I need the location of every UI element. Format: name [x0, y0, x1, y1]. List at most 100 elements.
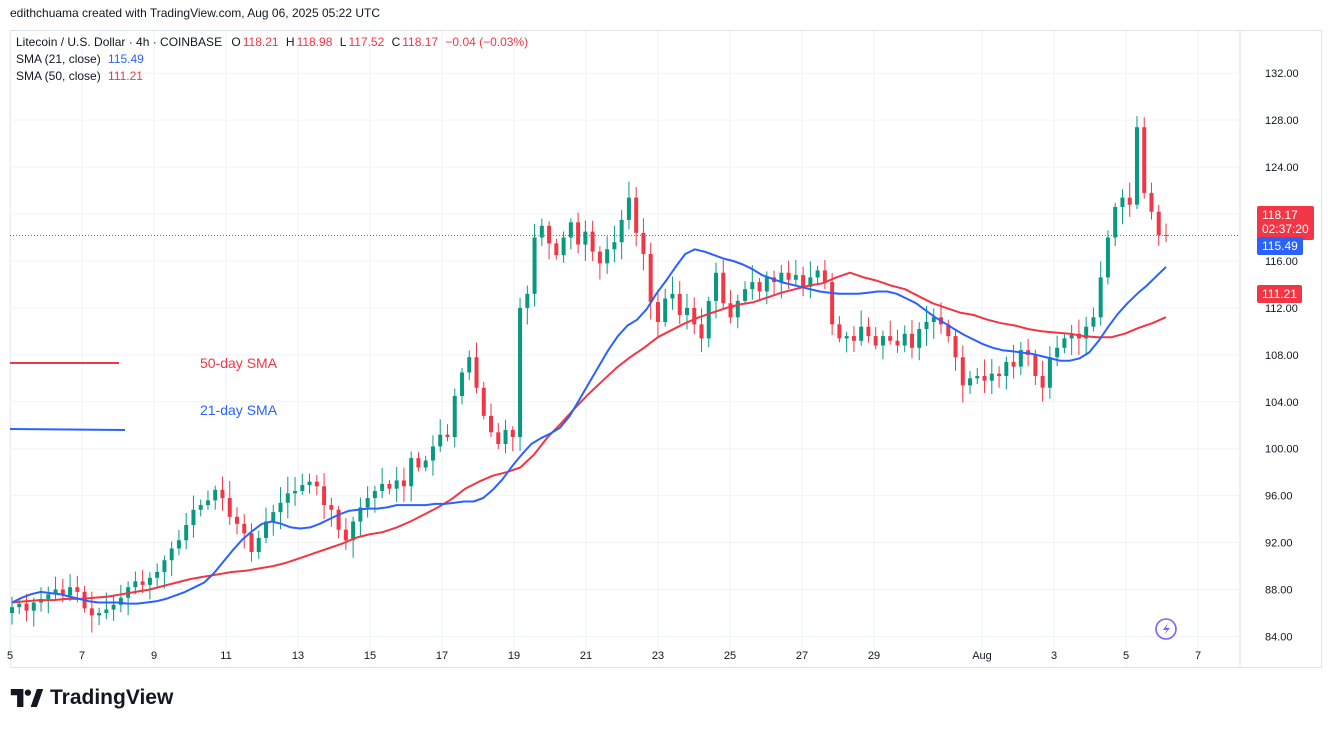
candle[interactable]: [249, 523, 254, 562]
candle[interactable]: [1105, 230, 1110, 285]
candle[interactable]: [10, 596, 14, 625]
candle[interactable]: [155, 563, 160, 587]
candle[interactable]: [590, 220, 595, 262]
candle[interactable]: [264, 507, 269, 544]
candle[interactable]: [931, 308, 936, 339]
candle[interactable]: [873, 327, 878, 350]
candle[interactable]: [975, 367, 980, 385]
candle[interactable]: [772, 270, 777, 297]
candle[interactable]: [801, 266, 806, 297]
candle[interactable]: [663, 288, 668, 327]
candle[interactable]: [380, 467, 385, 499]
candle[interactable]: [438, 419, 443, 452]
candle[interactable]: [198, 499, 203, 517]
candle[interactable]: [293, 476, 298, 506]
candle[interactable]: [626, 181, 631, 230]
candle[interactable]: [989, 358, 994, 395]
candle[interactable]: [1069, 324, 1074, 355]
candle[interactable]: [1040, 360, 1045, 402]
candle[interactable]: [452, 388, 457, 448]
candle[interactable]: [880, 330, 885, 360]
candle[interactable]: [1164, 223, 1168, 243]
candle[interactable]: [597, 246, 602, 280]
candle[interactable]: [917, 322, 922, 361]
candle[interactable]: [176, 530, 181, 556]
candle[interactable]: [503, 419, 508, 454]
candle[interactable]: [518, 298, 523, 451]
candle[interactable]: [568, 218, 573, 250]
candle[interactable]: [902, 325, 907, 353]
candle[interactable]: [242, 514, 247, 549]
candle[interactable]: [31, 597, 36, 627]
candle[interactable]: [619, 209, 624, 260]
candle[interactable]: [1011, 344, 1016, 379]
candle[interactable]: [815, 265, 820, 284]
candle[interactable]: [909, 319, 914, 359]
candle[interactable]: [859, 310, 864, 346]
candle[interactable]: [1156, 204, 1161, 246]
sma50-line[interactable]: [11, 271, 1167, 604]
candle[interactable]: [1091, 307, 1096, 332]
candle[interactable]: [307, 473, 312, 494]
candle[interactable]: [496, 423, 501, 450]
candle[interactable]: [808, 261, 813, 299]
candle[interactable]: [706, 296, 711, 348]
candle[interactable]: [365, 486, 370, 518]
candle[interactable]: [300, 473, 305, 495]
candle[interactable]: [1018, 341, 1023, 375]
candle[interactable]: [547, 221, 552, 260]
sma21-line[interactable]: [11, 248, 1167, 605]
candle[interactable]: [459, 368, 464, 405]
candle[interactable]: [481, 381, 486, 420]
candle[interactable]: [220, 476, 225, 511]
candle[interactable]: [227, 481, 232, 525]
candle[interactable]: [24, 593, 29, 622]
candle[interactable]: [525, 285, 530, 325]
candle[interactable]: [133, 571, 138, 595]
legend-sma21[interactable]: SMA (21, close) 115.49: [16, 52, 144, 66]
candle[interactable]: [423, 455, 428, 472]
candle[interactable]: [561, 231, 566, 263]
candle[interactable]: [960, 345, 965, 403]
candle[interactable]: [401, 467, 406, 503]
candle[interactable]: [1055, 335, 1060, 367]
candle[interactable]: [322, 473, 327, 519]
candle[interactable]: [278, 487, 283, 530]
candle[interactable]: [532, 223, 537, 307]
candle[interactable]: [670, 276, 675, 310]
candle[interactable]: [866, 317, 871, 343]
candle[interactable]: [234, 507, 239, 535]
candle[interactable]: [641, 218, 646, 271]
candle[interactable]: [953, 330, 958, 371]
candle[interactable]: [648, 242, 653, 320]
candle[interactable]: [97, 607, 102, 626]
candle[interactable]: [329, 497, 334, 527]
candle[interactable]: [162, 555, 167, 589]
candle[interactable]: [256, 530, 261, 559]
candle[interactable]: [714, 262, 719, 319]
candle[interactable]: [314, 475, 319, 496]
candle[interactable]: [184, 513, 189, 550]
candle[interactable]: [583, 220, 588, 261]
candle[interactable]: [336, 506, 341, 539]
candle[interactable]: [612, 225, 617, 263]
candle[interactable]: [743, 281, 748, 305]
price-chart[interactable]: 132.00128.00124.00120.00116.00112.00108.…: [0, 0, 1332, 680]
candle[interactable]: [721, 259, 726, 309]
candle[interactable]: [554, 238, 559, 260]
candle[interactable]: [1134, 116, 1139, 209]
candle[interactable]: [895, 329, 900, 353]
candle[interactable]: [474, 342, 479, 394]
candle[interactable]: [1113, 202, 1118, 246]
candle[interactable]: [394, 466, 399, 502]
candle[interactable]: [757, 278, 762, 301]
candle[interactable]: [1120, 189, 1125, 225]
tradingview-logo[interactable]: TradingView: [10, 686, 173, 710]
candle[interactable]: [750, 265, 755, 300]
candle[interactable]: [924, 306, 929, 346]
candle[interactable]: [213, 485, 218, 510]
replay-icon[interactable]: [1155, 618, 1177, 640]
candle[interactable]: [793, 259, 798, 286]
candle[interactable]: [430, 435, 435, 476]
candle[interactable]: [677, 281, 682, 325]
